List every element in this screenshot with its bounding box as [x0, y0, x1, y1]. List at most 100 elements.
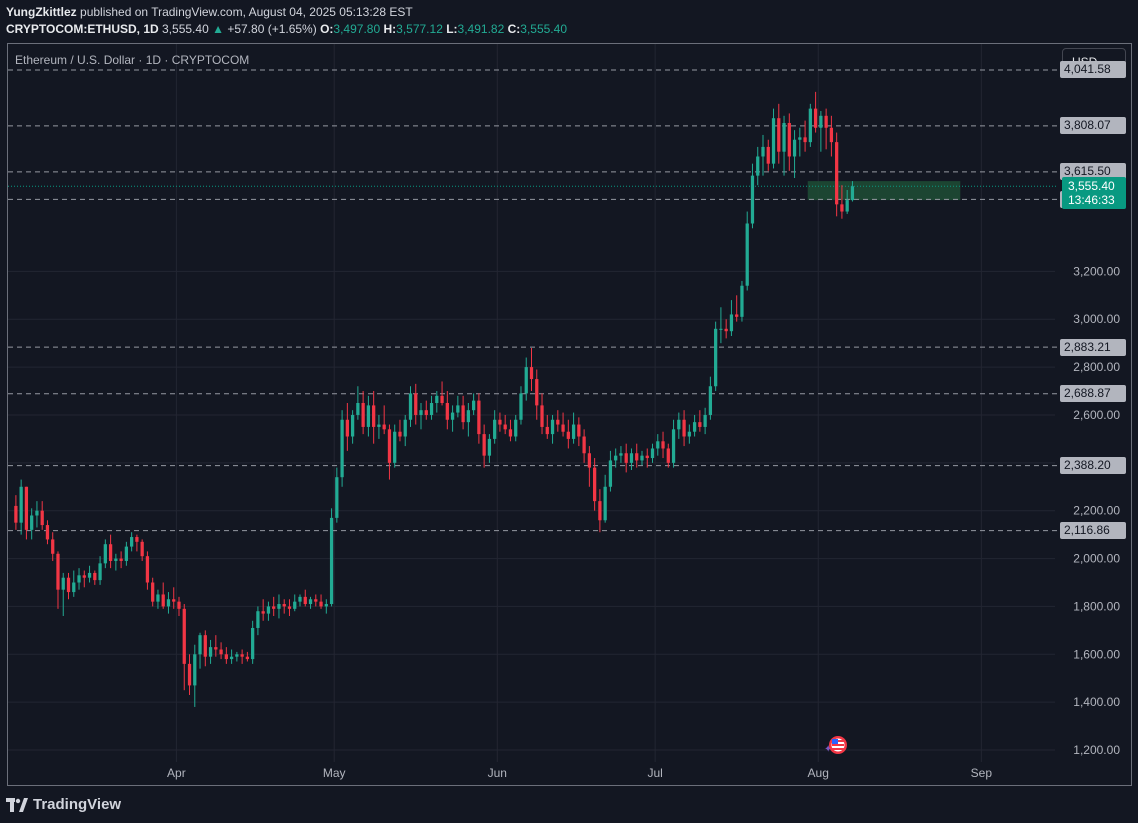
candle-body	[266, 606, 271, 614]
candle-body	[35, 510, 39, 516]
candle-body	[340, 419, 344, 478]
candle	[14, 495, 18, 530]
us-flag-event-icon[interactable]: ✦	[824, 735, 850, 760]
horizontal-levels	[8, 69, 1058, 532]
candle	[771, 108, 776, 169]
candle-body	[750, 175, 755, 224]
candle	[56, 551, 60, 609]
candle	[566, 419, 570, 449]
candle	[766, 139, 770, 171]
candle-body	[245, 656, 250, 660]
candle	[514, 414, 518, 442]
candle-body	[287, 606, 292, 609]
candle-body	[240, 654, 244, 657]
candle	[477, 393, 481, 444]
candle	[519, 386, 523, 425]
candle	[456, 395, 460, 418]
candle-body	[356, 403, 360, 415]
candle	[708, 376, 713, 420]
candle-body	[161, 594, 165, 607]
candle	[240, 649, 244, 664]
candle	[787, 113, 791, 171]
candle-body	[72, 582, 76, 593]
candle-body	[514, 419, 518, 437]
y-tick-label: 3,000.00	[1073, 312, 1120, 326]
candle-body	[724, 328, 728, 332]
candle	[593, 458, 597, 511]
candle-body	[377, 424, 381, 427]
candle	[261, 599, 265, 621]
candle-body	[519, 393, 523, 420]
close-value: 3,555.40	[520, 22, 567, 36]
candle-body	[682, 419, 686, 437]
level-price-label: 3,808.07	[1060, 117, 1126, 135]
candle-body	[614, 455, 618, 461]
candle	[45, 520, 50, 545]
candle-body	[98, 563, 102, 581]
candle	[51, 532, 55, 561]
candle-body	[172, 599, 176, 602]
candle-body	[661, 441, 665, 449]
y-tick-label: 2,600.00	[1073, 408, 1120, 422]
candle	[682, 410, 686, 447]
candle-body	[314, 599, 318, 602]
candle	[340, 410, 344, 487]
candle-body	[719, 328, 723, 330]
candle	[361, 391, 365, 435]
last-price: 3,555.40	[162, 22, 209, 36]
candle-body	[324, 604, 328, 607]
candle-body	[151, 582, 155, 602]
candle	[503, 414, 507, 435]
candle	[287, 599, 292, 617]
candle-body	[603, 486, 607, 521]
candle-body	[51, 539, 55, 554]
candle-body	[656, 441, 660, 449]
candle-body	[714, 328, 718, 387]
tradingview-logo-icon	[6, 797, 28, 812]
candle	[777, 103, 781, 164]
publisher-name[interactable]: YungZkittlez	[6, 5, 77, 19]
candle-body	[414, 393, 418, 415]
candle	[635, 443, 639, 468]
x-tick-label: Jun	[488, 766, 507, 780]
candle	[272, 596, 276, 617]
x-tick-label: May	[323, 766, 346, 780]
candle	[124, 541, 129, 566]
level-price-label: 2,116.86	[1060, 522, 1126, 540]
publish-info: YungZkittlez published on TradingView.co…	[6, 5, 413, 19]
candle-body	[619, 453, 623, 456]
candle-body	[571, 424, 576, 439]
candle-body	[440, 395, 444, 403]
candle	[619, 446, 623, 463]
tradingview-logo[interactable]: TradingView	[6, 796, 121, 813]
candle-body	[629, 453, 634, 463]
candle-body	[114, 558, 118, 561]
candle-body	[608, 460, 613, 487]
candle	[82, 570, 86, 588]
ohlc-legend: CRYPTOCOM:ETHUSD, 1D 3,555.40 ▲ +57.80 (…	[6, 22, 567, 36]
candle	[493, 410, 497, 444]
candle-body	[803, 137, 807, 143]
candle-body	[435, 395, 439, 403]
candle	[166, 592, 171, 614]
candle	[19, 479, 23, 535]
close-label: C:	[507, 22, 521, 36]
candle	[314, 594, 318, 607]
symbol-label: CRYPTOCOM:ETHUSD, 1D	[6, 22, 159, 36]
candle	[251, 620, 255, 664]
candle	[145, 551, 150, 590]
candle-body	[87, 572, 92, 578]
candle-body	[214, 647, 218, 650]
candle	[266, 601, 271, 621]
candle-body	[813, 108, 818, 128]
high-value: 3,577.12	[396, 22, 443, 36]
candle-body	[419, 410, 423, 415]
candle	[214, 635, 218, 657]
candle-body	[482, 434, 486, 456]
candle	[608, 450, 613, 492]
candle	[719, 307, 723, 344]
candle-body	[293, 601, 297, 609]
candle	[819, 111, 823, 152]
candle-body	[66, 577, 71, 593]
